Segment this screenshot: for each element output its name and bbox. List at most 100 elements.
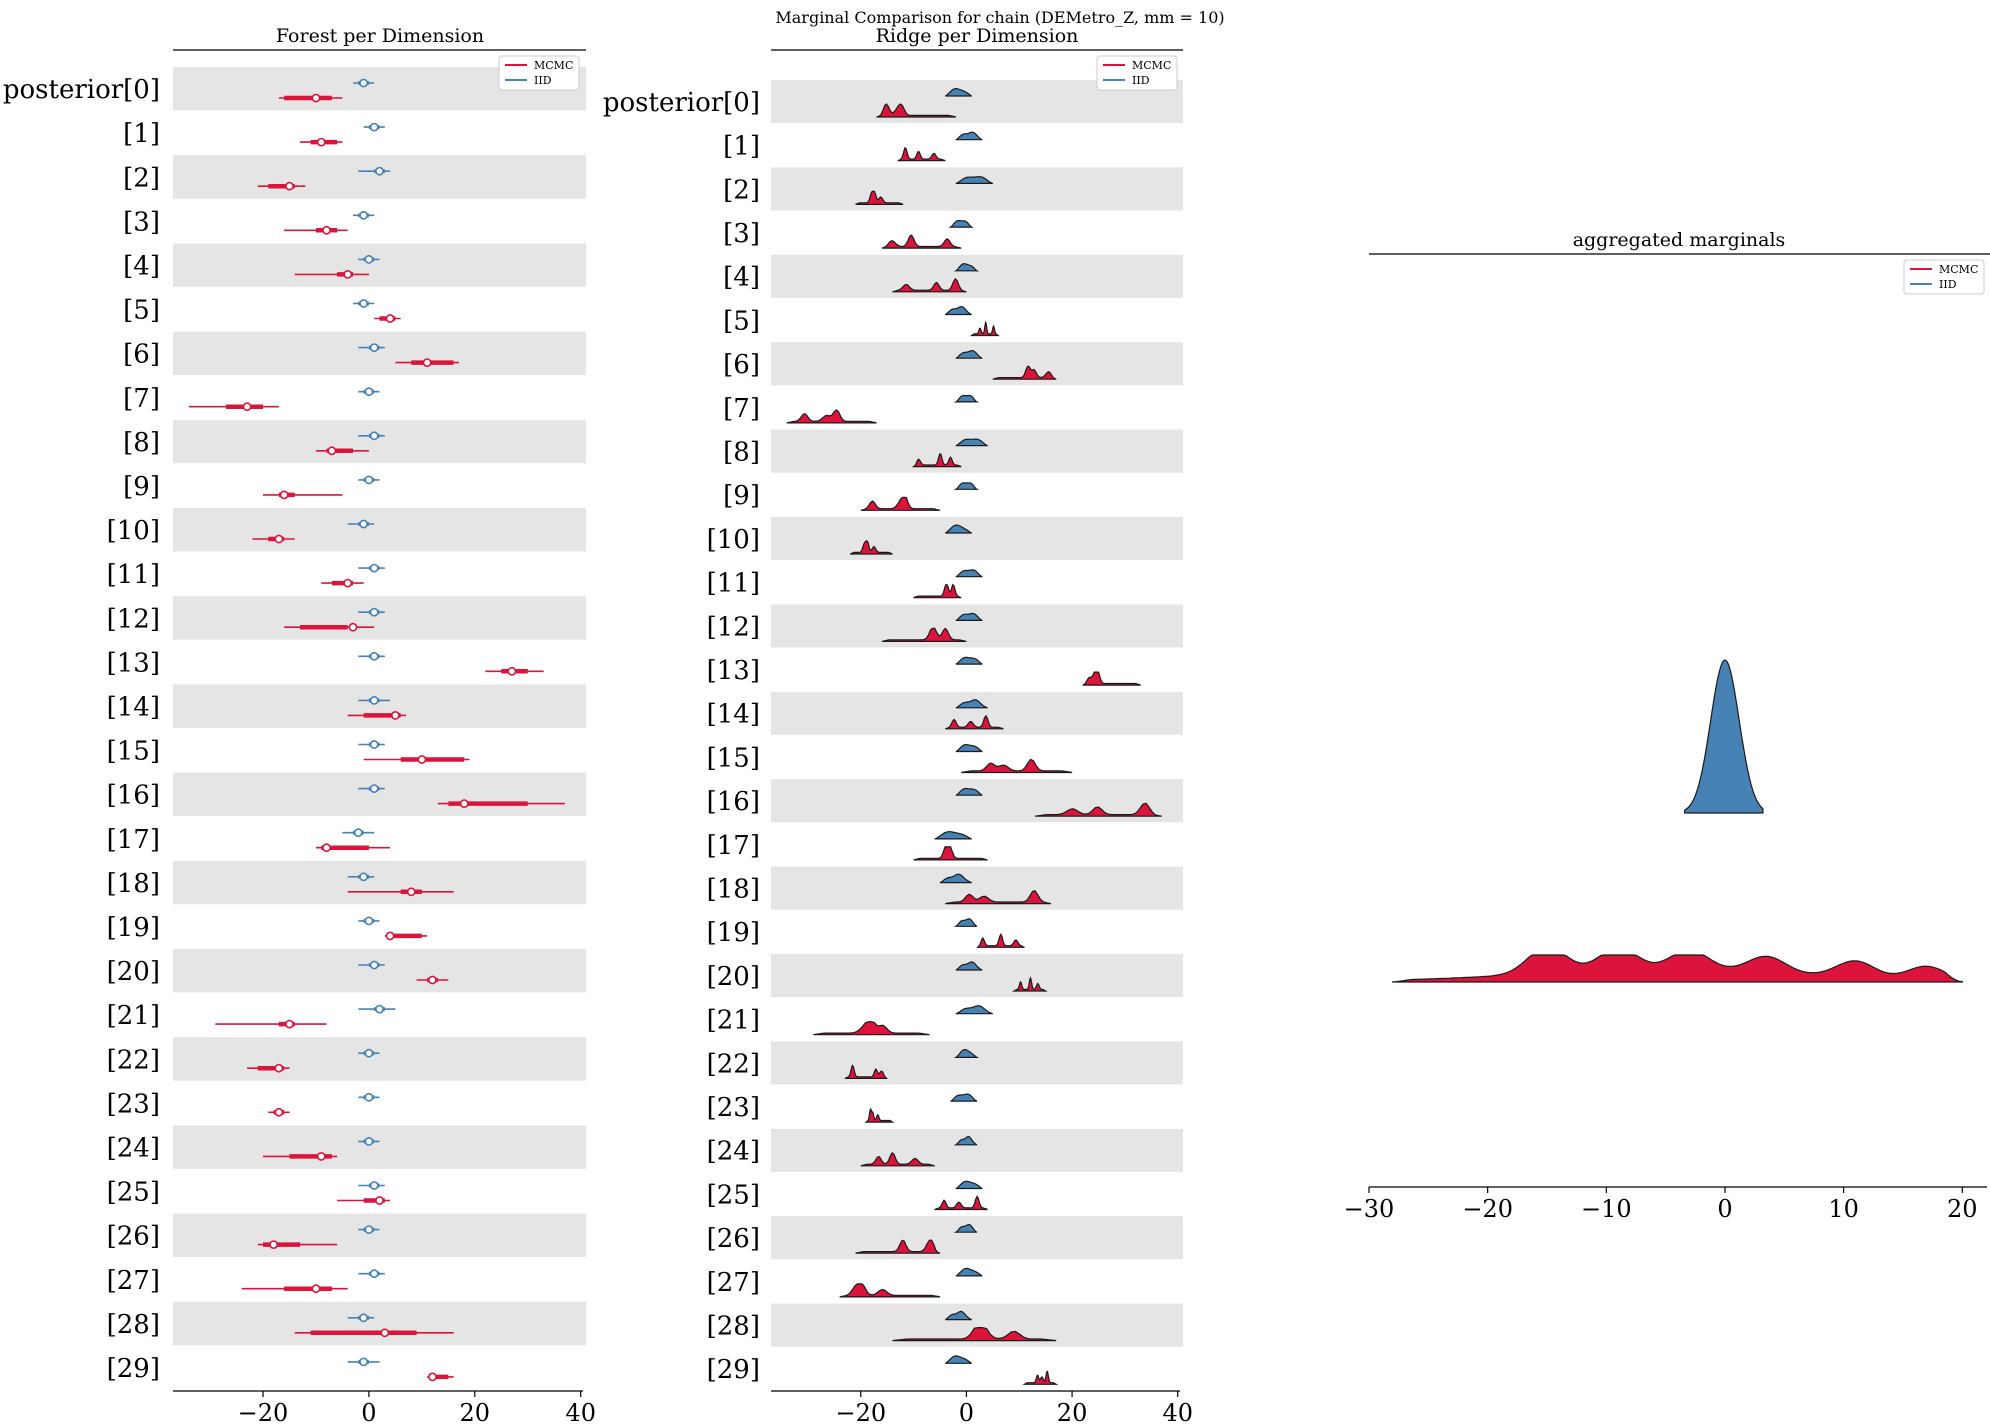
x-ticks: −20 0 20 40 [238,1391,596,1426]
iid-ridge [955,350,983,359]
mcmc-ridge [1011,976,1048,992]
ridge-row-label: [27] [707,1268,760,1298]
mcmc-ridge [913,846,988,861]
mcmc-median-point [422,358,432,367]
ridge-row-label: [21] [707,1006,760,1036]
iid-ridge [953,918,978,927]
ridge-row-label: [16] [707,787,760,817]
ridge-row-label: [9] [723,481,760,511]
iid-median-point [364,1092,374,1102]
row-band [173,331,586,376]
iid-median-point [369,607,379,617]
mcmc-ridge [1082,671,1141,686]
row-bands [771,80,1183,1347]
forest-row-label: [12] [107,604,160,634]
forest-x-tick-label: −20 [238,1399,289,1426]
legend: MCMC IID [1903,259,1985,295]
figure-suptitle: Marginal Comparison for chain (DEMetro_Z… [775,8,1224,27]
forest-row-label: [13] [107,648,160,678]
ridge-row-label: [15] [707,743,760,773]
mcmc-ridge [864,1107,895,1123]
forest-row-label: [6] [123,340,160,370]
ridge-row-label: [11] [707,569,760,599]
iid-ridge [955,1180,983,1190]
mcmc-median-point [348,622,358,632]
iid-ridge [955,787,983,796]
mcmc-median-point [380,1328,390,1338]
row-band [173,949,586,993]
mcmc-median-point [343,578,353,588]
iid-median-point [369,343,379,352]
mcmc-ridge [881,234,962,249]
mcmc-ridge [849,540,893,555]
ridge-row-label: [3] [723,219,760,249]
iid-ridge [934,831,972,840]
iid-median-point [369,1181,379,1190]
mcmc-median-point [316,1152,326,1161]
row-band [173,508,586,552]
forest-row-label: [22] [107,1045,160,1075]
forest-row-label: [29] [107,1354,160,1384]
mcmc-ridge [839,1283,941,1298]
mcmc-ridge [786,409,877,424]
iid-median-point [369,740,379,749]
forest-row-label: posterior[0] [3,75,160,105]
mcmc-median-point [274,534,284,544]
iid-ridge [953,263,980,272]
iid-ridge [945,1355,972,1364]
iid-median-point [369,431,379,441]
ridge-row-label: [8] [723,437,760,467]
iid-ridge [955,438,988,447]
iid-median-point [364,254,374,264]
mcmc-ridge [897,146,946,162]
legend-iid-label: IID [534,74,552,87]
forest-row-label: [14] [107,692,160,722]
mcmc-ridge [934,1195,988,1211]
legend-iid-label: IID [1132,74,1150,87]
mcmc-median-point [385,931,395,941]
mcmc-median-point [274,1063,284,1073]
ridge-x-tick-label: −20 [835,1399,886,1426]
iid-ridge [948,219,974,228]
iid-ridge [955,1005,993,1015]
mcmc-median-point [406,887,416,897]
ridge-x-tick-label: 40 [1162,1399,1193,1426]
iid-median-point [364,916,374,926]
legend-mcmc-label: MCMC [534,59,573,72]
mcmc-ridge [876,103,957,118]
iid-median-point [375,166,384,176]
ridge-row-label: [10] [707,525,760,555]
iid-median-point [375,1004,384,1014]
ridge-row-label: [22] [707,1049,760,1079]
iid-ridge [945,305,972,316]
forest-row-label: [3] [123,207,160,237]
forest-row-label: [25] [107,1178,160,1208]
ridge-x-tick-label: 0 [959,1399,974,1426]
ridge-panel: Ridge per Dimension posterior[0] [1] [2] [3… [603,25,1193,1426]
ridge-row-label: [19] [707,918,760,948]
mcmc-median-point [385,314,395,323]
iid-aggregated-density [1684,659,1764,814]
aggregated-panel: aggregated marginals −30 −20 −10 0 10 20 MCMC… [1344,229,1990,1223]
ridge-row-label: [20] [707,962,760,992]
mcmc-ridge [1035,802,1162,817]
ridge-row-label: [25] [707,1180,760,1210]
row-labels: posterior[0] [1] [2] [3] [4] [5] [6] [7] [8] [9] [… [603,88,760,1385]
mcmc-ridge [855,190,904,205]
iid-ridge [955,699,988,709]
row-band [771,342,1183,386]
ridge-row-label: [7] [723,394,760,424]
iid-ridge [953,394,980,403]
forest-row-label: [5] [123,296,160,326]
row-band [173,772,586,817]
mcmc-ridge [945,714,1004,730]
forest-row-label: [2] [123,163,160,193]
legend-iid-label: IID [1939,278,1957,291]
forest-row-label: [4] [123,251,160,281]
mcmc-ridge [892,1327,1057,1342]
forest-row-label: [9] [123,472,160,502]
iid-median-point [353,828,363,838]
row-band [173,1037,586,1081]
mcmc-median-point [279,490,289,500]
